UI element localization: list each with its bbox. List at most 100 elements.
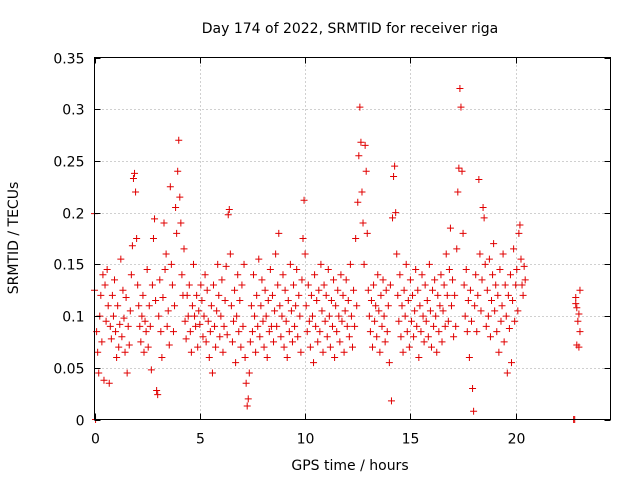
data-point	[325, 312, 333, 320]
data-point	[502, 312, 510, 320]
data-point	[493, 328, 501, 336]
data-point	[153, 387, 161, 395]
data-point	[189, 260, 197, 268]
data-point	[466, 286, 474, 294]
data-point	[257, 302, 265, 310]
data-point	[184, 312, 192, 320]
data-point	[418, 271, 426, 279]
data-point	[333, 328, 341, 336]
data-point	[148, 281, 156, 289]
data-point	[305, 317, 313, 325]
data-point	[306, 343, 314, 351]
data-point	[268, 291, 276, 299]
data-point	[384, 302, 392, 310]
data-point	[473, 328, 481, 336]
data-point	[307, 291, 315, 299]
data-point	[197, 281, 205, 289]
data-point	[373, 333, 381, 341]
data-point	[318, 307, 326, 315]
data-point	[461, 312, 469, 320]
data-point	[304, 281, 312, 289]
data-point	[136, 322, 144, 330]
x-tick-label: 0	[91, 432, 100, 448]
data-point	[482, 322, 490, 330]
data-point	[374, 271, 382, 279]
data-point	[320, 281, 328, 289]
data-point	[181, 317, 189, 325]
data-point	[200, 312, 208, 320]
data-point	[100, 376, 108, 384]
data-point	[371, 317, 379, 325]
data-point	[474, 291, 482, 299]
data-point	[575, 343, 583, 351]
data-point	[442, 250, 450, 258]
data-point	[436, 302, 444, 310]
data-point	[295, 291, 303, 299]
data-point	[460, 281, 468, 289]
data-point	[410, 333, 418, 341]
data-point	[402, 260, 410, 268]
data-point	[328, 322, 336, 330]
data-point	[323, 333, 331, 341]
data-point	[138, 312, 146, 320]
y-tick-label: 0.25	[53, 155, 84, 171]
data-point	[209, 281, 217, 289]
data-point	[314, 338, 322, 346]
data-point	[492, 281, 500, 289]
data-point	[217, 312, 225, 320]
data-point	[412, 266, 420, 274]
data-point	[470, 407, 478, 415]
data-point	[362, 167, 370, 175]
data-point	[495, 348, 503, 356]
data-point	[486, 333, 494, 341]
data-point	[128, 242, 136, 250]
data-point	[475, 176, 483, 184]
x-tick-label: 5	[196, 432, 205, 448]
data-point	[140, 348, 148, 356]
data-point	[220, 322, 228, 330]
data-point	[120, 314, 128, 322]
data-point	[338, 317, 346, 325]
data-point	[394, 291, 402, 299]
data-point	[337, 271, 345, 279]
data-point	[263, 353, 271, 361]
data-point	[112, 328, 120, 336]
data-point	[464, 297, 472, 305]
data-point	[359, 219, 367, 227]
data-point	[205, 353, 213, 361]
data-point	[574, 317, 582, 325]
data-marks	[91, 85, 584, 423]
data-point	[188, 302, 196, 310]
data-point	[340, 348, 348, 356]
data-point	[372, 302, 380, 310]
data-point	[172, 203, 180, 211]
x-tick-label: 20	[508, 432, 526, 448]
data-point	[370, 281, 378, 289]
data-point	[156, 276, 164, 284]
data-point	[145, 302, 153, 310]
y-tick-label: 0.2	[62, 207, 84, 223]
data-point	[426, 307, 434, 315]
data-point	[231, 286, 239, 294]
data-point	[387, 397, 395, 405]
data-point	[377, 291, 385, 299]
data-point	[463, 328, 471, 336]
data-point	[256, 333, 264, 341]
data-point	[182, 335, 190, 343]
data-point	[459, 229, 467, 237]
data-point	[141, 317, 149, 325]
data-point	[573, 304, 581, 312]
data-point	[467, 317, 475, 325]
data-point	[151, 215, 159, 223]
data-point	[279, 271, 287, 279]
data-point	[380, 312, 388, 320]
data-point	[126, 307, 134, 315]
data-point	[125, 341, 133, 349]
data-point	[230, 317, 238, 325]
data-point	[465, 353, 473, 361]
data-point	[445, 266, 453, 274]
data-point	[292, 302, 300, 310]
data-point	[264, 297, 272, 305]
data-point	[510, 245, 518, 253]
data-point	[335, 312, 343, 320]
